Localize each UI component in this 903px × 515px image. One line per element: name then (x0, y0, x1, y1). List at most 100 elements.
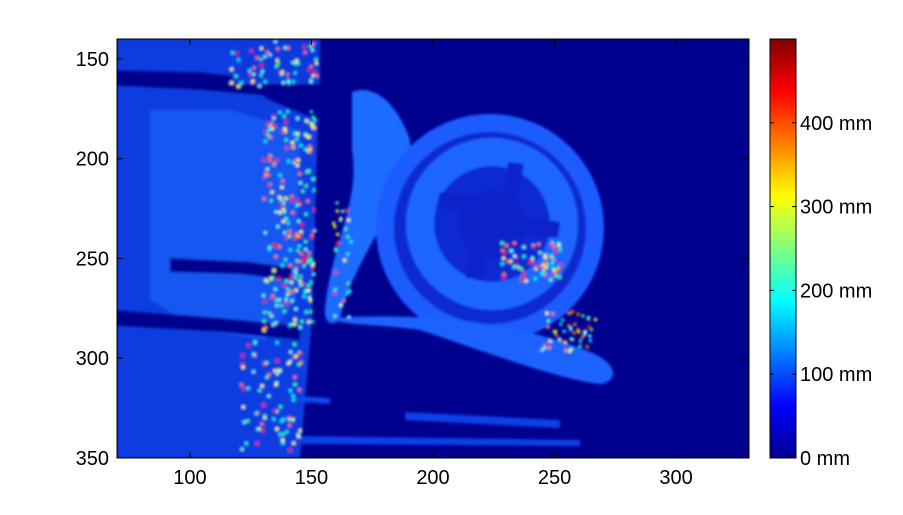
speckle (346, 252, 350, 256)
speckle (258, 389, 262, 392)
speckle (272, 417, 276, 421)
speckle (302, 264, 306, 268)
speckle (551, 312, 555, 316)
speckle (280, 197, 284, 201)
speckle (239, 81, 243, 85)
speckle (548, 346, 551, 350)
speckle (271, 276, 274, 280)
speckle (535, 265, 539, 269)
speckle (278, 110, 282, 114)
speckle (275, 427, 279, 431)
speckle (280, 185, 284, 189)
y-tick-label: 350 (76, 448, 109, 470)
speckle (311, 42, 315, 46)
speckle (543, 345, 547, 349)
speckle (519, 267, 523, 271)
speckle (335, 209, 339, 213)
speckle (543, 256, 547, 260)
speckle (288, 229, 292, 233)
speckle (313, 71, 317, 74)
speckle (307, 251, 311, 255)
speckle (308, 145, 312, 149)
speckle (289, 389, 292, 393)
speckle (332, 221, 336, 225)
speckle (297, 234, 301, 238)
speckle (268, 124, 272, 128)
bottom-streak-2 (405, 412, 560, 428)
speckle (335, 241, 339, 245)
speckle (273, 369, 277, 373)
speckle (293, 132, 297, 136)
speckle (261, 69, 264, 73)
speckle (509, 249, 513, 253)
speckle (282, 208, 285, 212)
speckle (349, 240, 353, 244)
speckle (590, 328, 593, 332)
speckle (347, 218, 351, 222)
speckle (568, 349, 572, 353)
y-tick-label: 300 (76, 348, 109, 370)
speckle (270, 296, 274, 299)
speckle (275, 372, 279, 376)
speckle (515, 264, 519, 268)
speckle (334, 247, 338, 251)
speckle (278, 298, 281, 302)
speckle (277, 245, 281, 249)
colorbar-tick-label: 200 mm (800, 280, 872, 302)
speckle (244, 442, 248, 445)
speckle (309, 45, 312, 48)
speckle (345, 209, 349, 212)
heel-stripe (324, 90, 411, 324)
speckle (262, 158, 266, 162)
speckle (258, 84, 262, 88)
speckle (557, 337, 561, 341)
speckle (304, 310, 308, 314)
speckle (304, 184, 308, 188)
speckle (275, 359, 279, 363)
speckle (581, 314, 585, 318)
speckle (240, 447, 244, 451)
speckle (290, 198, 294, 202)
speckle (546, 262, 550, 266)
speckle (242, 387, 246, 391)
speckle (299, 234, 303, 238)
speckle (266, 173, 270, 177)
speckle (290, 195, 294, 199)
speckle (291, 211, 295, 215)
speckle (335, 201, 339, 205)
x-tick-label: 100 (173, 467, 206, 489)
speckle (544, 266, 548, 269)
speckle (262, 328, 266, 332)
speckle (550, 242, 553, 246)
speckle (275, 159, 278, 163)
speckle (588, 339, 592, 343)
speckle (296, 158, 300, 162)
speckle (272, 163, 276, 167)
speckle (286, 221, 290, 225)
speckle (263, 231, 267, 235)
speckle (564, 348, 568, 352)
speckle (288, 248, 292, 252)
speckle (294, 62, 298, 66)
speckle (248, 69, 251, 72)
speckle (269, 135, 272, 139)
speckle (283, 231, 287, 235)
speckle (549, 278, 553, 282)
speckle (278, 70, 282, 74)
speckle (346, 235, 350, 239)
speckle (287, 361, 290, 365)
speckle (282, 201, 286, 205)
speckle (282, 81, 285, 84)
speckle (540, 272, 544, 276)
speckle (313, 229, 317, 233)
speckle (282, 114, 286, 118)
speckle (263, 175, 267, 179)
speckle (309, 78, 313, 82)
speckle (280, 263, 284, 267)
speckle (263, 310, 267, 314)
speckle (264, 173, 268, 176)
speckle (265, 361, 269, 365)
speckle (542, 263, 546, 267)
speckle (540, 264, 544, 268)
speckle (283, 130, 287, 134)
